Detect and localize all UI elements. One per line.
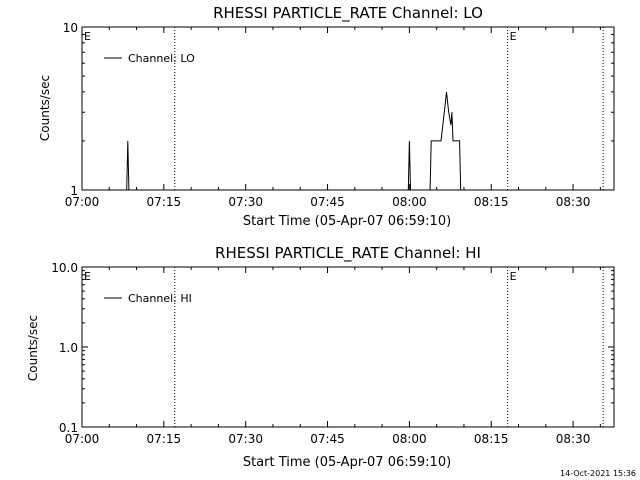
y-tick-label: 1.0 xyxy=(59,341,78,355)
y-tick-label: 0.1 xyxy=(59,421,78,435)
panel-hi-marks: 07:00 07:15 07:30 07:45 08:00 08:15 08:30 0.1 1.… xyxy=(51,261,615,446)
x-tick-label: 07:00 xyxy=(65,195,100,209)
x-tick-label: 08:30 xyxy=(556,195,591,209)
y-tick-label: 10.0 xyxy=(51,261,78,275)
x-tick-label: 07:00 xyxy=(65,432,100,446)
e-marker: E xyxy=(510,30,517,43)
legend-label-lo: Channel: LO xyxy=(128,52,195,65)
legend-label-hi: Channel: HI xyxy=(128,292,192,305)
y-axis-label-hi: Counts/sec xyxy=(26,315,40,381)
x-tick-label: 08:00 xyxy=(392,432,427,446)
x-tick-label: 08:15 xyxy=(474,195,509,209)
x-tick-label: 07:15 xyxy=(147,195,182,209)
panel-hi: RHESSI PARTICLE_RATE Channel: HI Counts/… xyxy=(26,244,615,470)
panel-lo-marks: 07:00 07:15 07:30 07:45 08:00 08:15 08:30 1 10 E E xyxy=(63,21,615,209)
chart-title-hi: RHESSI PARTICLE_RATE Channel: HI xyxy=(215,244,481,263)
x-tick-label: 07:30 xyxy=(228,195,263,209)
x-tick-label: 08:00 xyxy=(392,195,427,209)
e-marker: E xyxy=(84,270,91,283)
chart-title-lo: RHESSI PARTICLE_RATE Channel: LO xyxy=(213,4,483,23)
footer-timestamp: 14-Oct-2021 15:36 xyxy=(560,469,636,478)
x-tick-label: 07:45 xyxy=(310,432,345,446)
x-tick-label: 07:45 xyxy=(310,195,345,209)
x-tick-label: 07:30 xyxy=(228,432,263,446)
e-marker: E xyxy=(84,30,91,43)
x-tick-label: 08:30 xyxy=(556,432,591,446)
x-tick-label: 07:15 xyxy=(147,432,182,446)
series-line xyxy=(126,91,462,191)
y-tick-label: 1 xyxy=(70,184,78,198)
panel-lo: RHESSI PARTICLE_RATE Channel: LO Counts/… xyxy=(38,4,615,229)
x-axis-label-hi: Start Time (05-Apr-07 06:59:10) xyxy=(243,455,451,470)
y-tick-label: 10 xyxy=(63,21,78,35)
x-tick-label: 08:15 xyxy=(474,432,509,446)
y-axis-label-lo: Counts/sec xyxy=(38,75,52,141)
e-marker: E xyxy=(510,270,517,283)
x-axis-label-lo: Start Time (05-Apr-07 06:59:10) xyxy=(243,214,451,229)
